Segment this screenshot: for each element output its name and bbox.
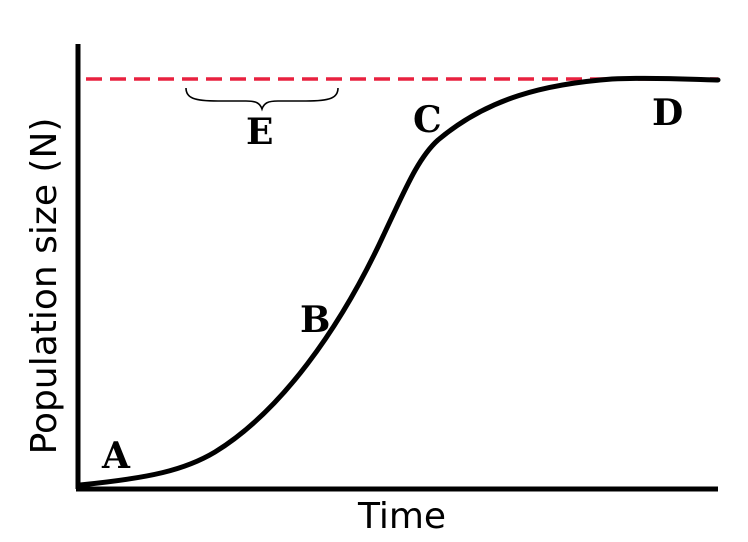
logistic-growth-curve: [77, 75, 721, 488]
label-a: A: [101, 435, 131, 477]
label-b: B: [300, 299, 330, 341]
curly-bracket: [185, 87, 339, 112]
y-axis-title: Population size (N): [24, 118, 65, 455]
label-c: C: [413, 99, 442, 141]
label-e: E: [246, 111, 273, 153]
label-d: D: [652, 92, 683, 134]
x-axis-title: Time: [357, 496, 446, 537]
